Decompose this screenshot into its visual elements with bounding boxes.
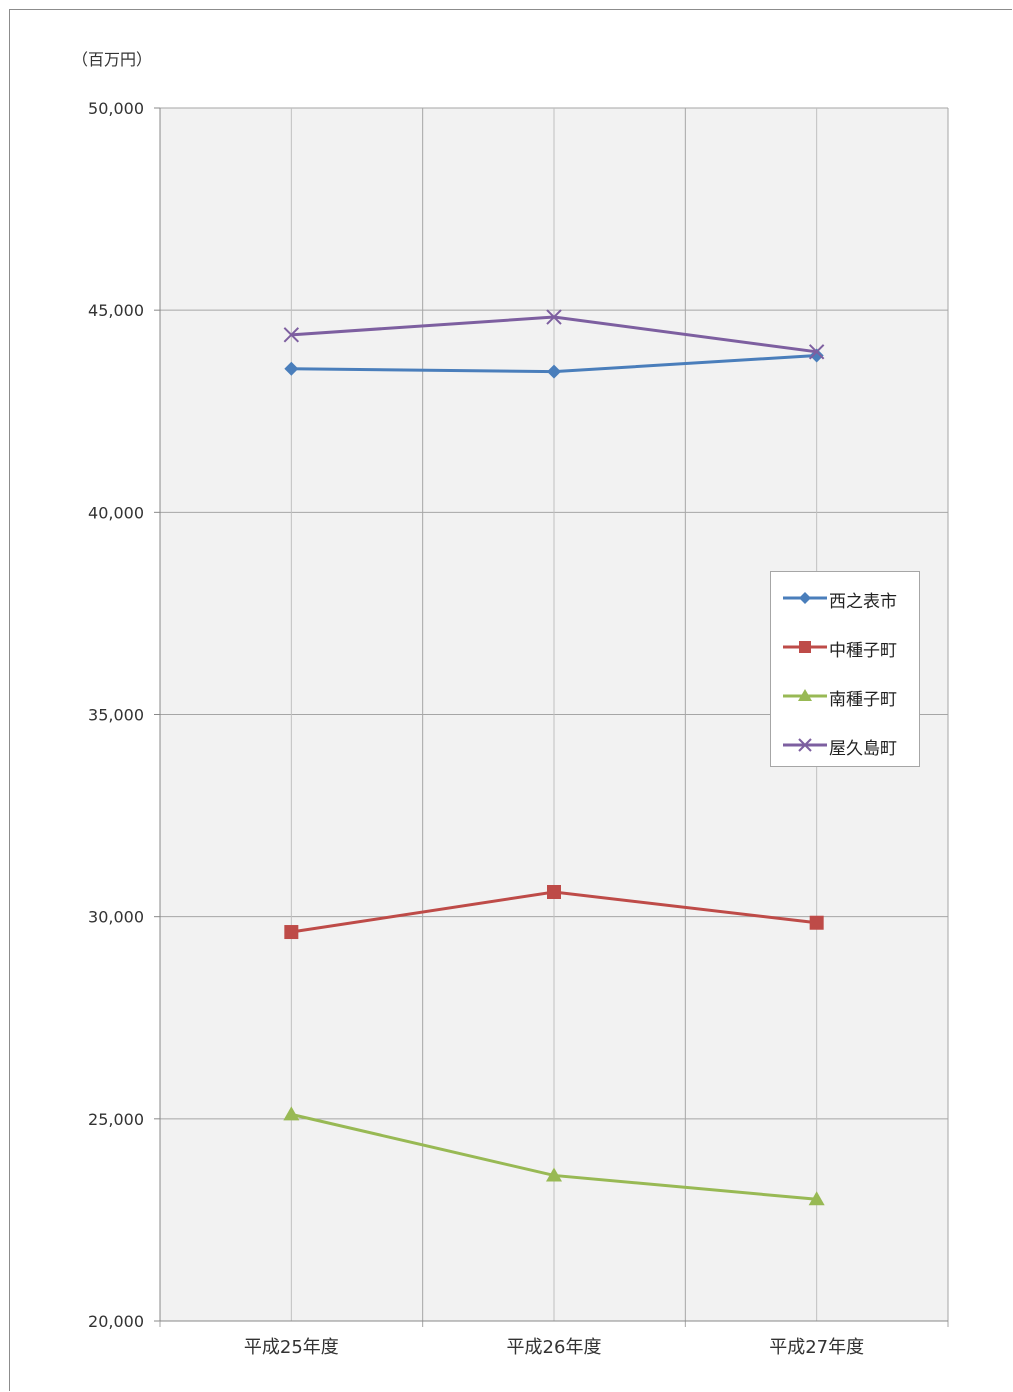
data-point-square [809, 915, 824, 930]
legend-label: 屋久島町 [829, 739, 897, 759]
y-tick-label: 50,000 [88, 99, 144, 118]
legend-item-minamitane: 南種子町 [771, 680, 921, 710]
data-point-square [547, 885, 561, 900]
legend-label: 中種子町 [829, 641, 897, 661]
chart-legend: 西之表市 中種子町 南種子町 屋久島町 [770, 571, 920, 767]
x-tick-label: 平成26年度 [507, 1337, 602, 1358]
y-tick-label: 45,000 [88, 301, 144, 320]
data-point-diamond [284, 361, 299, 376]
data-point-triangle [808, 1191, 825, 1206]
data-point-triangle [546, 1167, 562, 1182]
data-point-x [283, 327, 300, 343]
y-tick-label: 25,000 [88, 1110, 144, 1129]
y-tick-label: 40,000 [88, 503, 144, 522]
y-tick-label: 35,000 [88, 706, 144, 725]
data-point-square [284, 925, 299, 940]
data-point-x [808, 344, 825, 360]
legend-label: 西之表市 [829, 592, 897, 612]
legend-marker-square [783, 641, 827, 653]
x-tick-label: 平成27年度 [769, 1337, 864, 1358]
data-point-diamond [547, 364, 561, 379]
legend-label: 南種子町 [829, 690, 897, 710]
legend-item-nakatane: 中種子町 [771, 631, 921, 661]
legend-marker-diamond [783, 592, 827, 604]
legend-marker-triangle [783, 689, 827, 701]
data-point-x-stroke [808, 344, 825, 360]
y-axis-unit-label: （百万円） [72, 50, 153, 69]
legend-marker-x [783, 738, 827, 752]
y-tick-label: 30,000 [88, 908, 144, 927]
legend-item-yakushima: 屋久島町 [771, 729, 921, 759]
x-tick-label: 平成25年度 [244, 1337, 339, 1358]
y-tick-label: 20,000 [88, 1312, 144, 1331]
data-point-x [546, 309, 562, 325]
data-point-x-stroke [283, 327, 300, 343]
legend-item-nishinoomote: 西之表市 [771, 582, 921, 612]
data-point-x-stroke [546, 309, 562, 325]
data-point-triangle [283, 1106, 300, 1121]
